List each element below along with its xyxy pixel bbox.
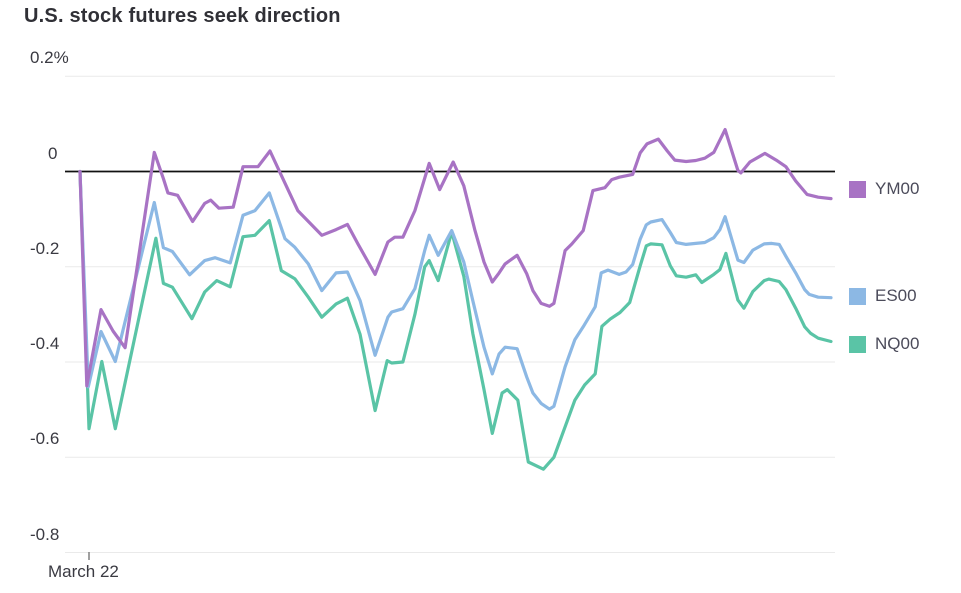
- legend-item-es00: ES00: [849, 286, 917, 306]
- chart-title: U.S. stock futures seek direction: [24, 5, 341, 27]
- x-axis-label: March 22: [48, 562, 119, 581]
- legend-label-ym00: YM00: [875, 179, 920, 198]
- y-tick-label: 0.2%: [30, 48, 69, 68]
- nq00-color-swatch: [849, 335, 866, 353]
- series-line-nq00: [78, 169, 833, 471]
- y-tick-label: 0: [48, 143, 58, 163]
- es00-color-swatch: [849, 287, 866, 305]
- y-tick-label: -0.4: [30, 334, 60, 353]
- series-line-ym00: [78, 128, 833, 388]
- y-tick-label: -0.8: [30, 524, 60, 544]
- legend-item-nq00: NQ00: [849, 334, 919, 354]
- legend-item-ym00: YM00: [849, 179, 919, 199]
- series-line-es00: [78, 169, 833, 411]
- y-tick-label: -0.2: [30, 238, 60, 258]
- y-tick-label: -0.6: [30, 429, 60, 449]
- ym00-color-swatch: [849, 180, 866, 198]
- legend-label-nq00: NQ00: [875, 334, 920, 353]
- legend-label-es00: ES00: [875, 286, 917, 305]
